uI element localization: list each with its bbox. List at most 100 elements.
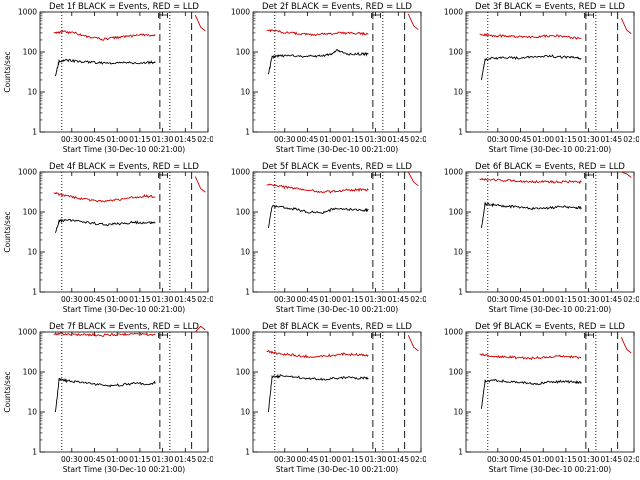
y-tick-label: 10 (453, 248, 463, 257)
panel-svg: Det 6f BLACK = Events, RED = LLD 1 10 100 10… (444, 162, 639, 314)
lld-series-tail (194, 325, 206, 333)
panel-svg: Det 8f BLACK = Events, RED = LLD 1 10 100 10… (231, 322, 426, 474)
events-series-line (267, 48, 369, 75)
lld-series-line (53, 29, 156, 41)
x-tick-label: 01:45 (600, 455, 622, 464)
interval-bracket (371, 333, 381, 338)
x-tick-label: 00:45 (297, 295, 319, 304)
x-tick-label: 00:45 (297, 135, 319, 144)
lld-series-tail (621, 171, 632, 178)
lld-series-line (479, 178, 582, 185)
y-axis-label: Counts/sec (3, 51, 12, 92)
y-tick-label: 100 (236, 368, 251, 377)
lld-series-tail (620, 337, 632, 354)
y-tick-label: 1000 (444, 168, 463, 177)
x-tick-label: 01:30 (152, 455, 174, 464)
lld-series-tail (194, 15, 206, 32)
y-tick-label: 10 (27, 88, 37, 97)
x-tick-label: 01:00 (532, 455, 554, 464)
interval-bracket (158, 333, 168, 338)
x-tick-label: 01:30 (365, 135, 387, 144)
interval-bracket (371, 13, 381, 18)
detector-panel-2: Det 2f BLACK = Events, RED = LLD 1 10 100 10… (213, 0, 426, 160)
x-tick-label: 00:30 (61, 295, 83, 304)
x-tick-label: 02:00 (623, 135, 639, 144)
x-tick-label: 00:30 (274, 455, 296, 464)
x-tick-label: 01:15 (129, 135, 151, 144)
y-tick-label: 1000 (18, 168, 37, 177)
lld-series-tail (407, 171, 419, 187)
x-tick-label: 00:45 (297, 455, 319, 464)
events-series-line (480, 201, 582, 228)
x-axis-label: Start Time (30-Dec-10 00:21:00) (276, 465, 398, 474)
x-tick-label: 01:30 (152, 295, 174, 304)
x-axis-label: Start Time (30-Dec-10 00:21:00) (489, 305, 611, 314)
x-tick-label: 01:45 (387, 135, 409, 144)
panel-title: Det 2f BLACK = Events, RED = LLD (262, 2, 412, 12)
y-tick-label: 1000 (444, 328, 463, 337)
detector-panel-1: Det 1f BLACK = Events, RED = LLD 1 10 100 10… (0, 0, 213, 160)
plot-frame (39, 11, 209, 133)
x-tick-label: 01:00 (319, 295, 341, 304)
x-tick-label: 01:45 (174, 135, 196, 144)
panel-title: Det 6f BLACK = Events, RED = LLD (475, 162, 625, 172)
x-tick-label: 01:30 (578, 135, 600, 144)
lld-series-line (479, 352, 582, 361)
y-tick-label: 10 (453, 88, 463, 97)
x-tick-label: 00:30 (61, 455, 83, 464)
y-axis-label: Counts/sec (3, 211, 12, 252)
x-tick-label: 02:00 (197, 135, 213, 144)
y-tick-label: 1000 (18, 328, 37, 337)
y-tick-label: 100 (23, 208, 38, 217)
x-tick-label: 01:00 (106, 135, 128, 144)
panel-title: Det 9f BLACK = Events, RED = LLD (475, 322, 625, 332)
interval-bracket (584, 333, 594, 338)
x-tick-label: 01:45 (174, 455, 196, 464)
x-axis-label: Start Time (30-Dec-10 00:21:00) (276, 305, 398, 314)
y-tick-label: 100 (449, 48, 464, 57)
y-tick-label: 10 (453, 408, 463, 417)
lld-series-tail (194, 176, 206, 193)
y-tick-label: 1 (245, 288, 250, 297)
x-tick-label: 01:45 (387, 455, 409, 464)
plot-frame (39, 331, 209, 453)
events-series-line (480, 54, 582, 81)
y-tick-label: 100 (23, 368, 38, 377)
events-series-line (480, 378, 582, 409)
x-tick-label: 01:30 (578, 455, 600, 464)
plot-frame (252, 171, 422, 293)
y-tick-label: 10 (240, 248, 250, 257)
panel-title: Det 8f BLACK = Events, RED = LLD (262, 322, 412, 332)
panel-title: Det 3f BLACK = Events, RED = LLD (475, 2, 625, 12)
x-axis-label: Start Time (30-Dec-10 00:21:00) (489, 145, 611, 154)
x-tick-label: 01:15 (129, 295, 151, 304)
y-tick-label: 1 (458, 448, 463, 457)
panel-svg: Det 4f BLACK = Events, RED = LLD 1 10 100 10… (3, 162, 213, 314)
x-tick-label: 01:00 (319, 135, 341, 144)
x-tick-label: 01:30 (152, 135, 174, 144)
y-tick-label: 10 (27, 248, 37, 257)
y-tick-label: 1000 (231, 328, 250, 337)
x-tick-label: 01:45 (600, 135, 622, 144)
y-tick-label: 1000 (231, 168, 250, 177)
x-tick-label: 02:00 (623, 295, 639, 304)
x-tick-label: 01:15 (555, 135, 577, 144)
y-tick-label: 1 (245, 448, 250, 457)
x-tick-label: 00:30 (274, 295, 296, 304)
detector-panel-3: Det 3f BLACK = Events, RED = LLD 1 10 100 10… (426, 0, 639, 160)
y-tick-label: 10 (240, 88, 250, 97)
y-tick-label: 100 (449, 368, 464, 377)
x-tick-label: 01:00 (106, 295, 128, 304)
panel-title: Det 1f BLACK = Events, RED = LLD (49, 2, 199, 12)
detector-panel-5: Det 5f BLACK = Events, RED = LLD 1 10 100 10… (213, 160, 426, 320)
plot-frame (465, 11, 635, 133)
interval-bracket (371, 173, 381, 178)
y-tick-label: 1 (245, 128, 250, 137)
x-tick-label: 01:15 (342, 135, 364, 144)
y-tick-label: 1 (458, 128, 463, 137)
x-tick-label: 02:00 (197, 455, 213, 464)
x-tick-label: 01:30 (365, 295, 387, 304)
x-tick-label: 02:00 (623, 455, 639, 464)
y-tick-label: 1 (458, 288, 463, 297)
